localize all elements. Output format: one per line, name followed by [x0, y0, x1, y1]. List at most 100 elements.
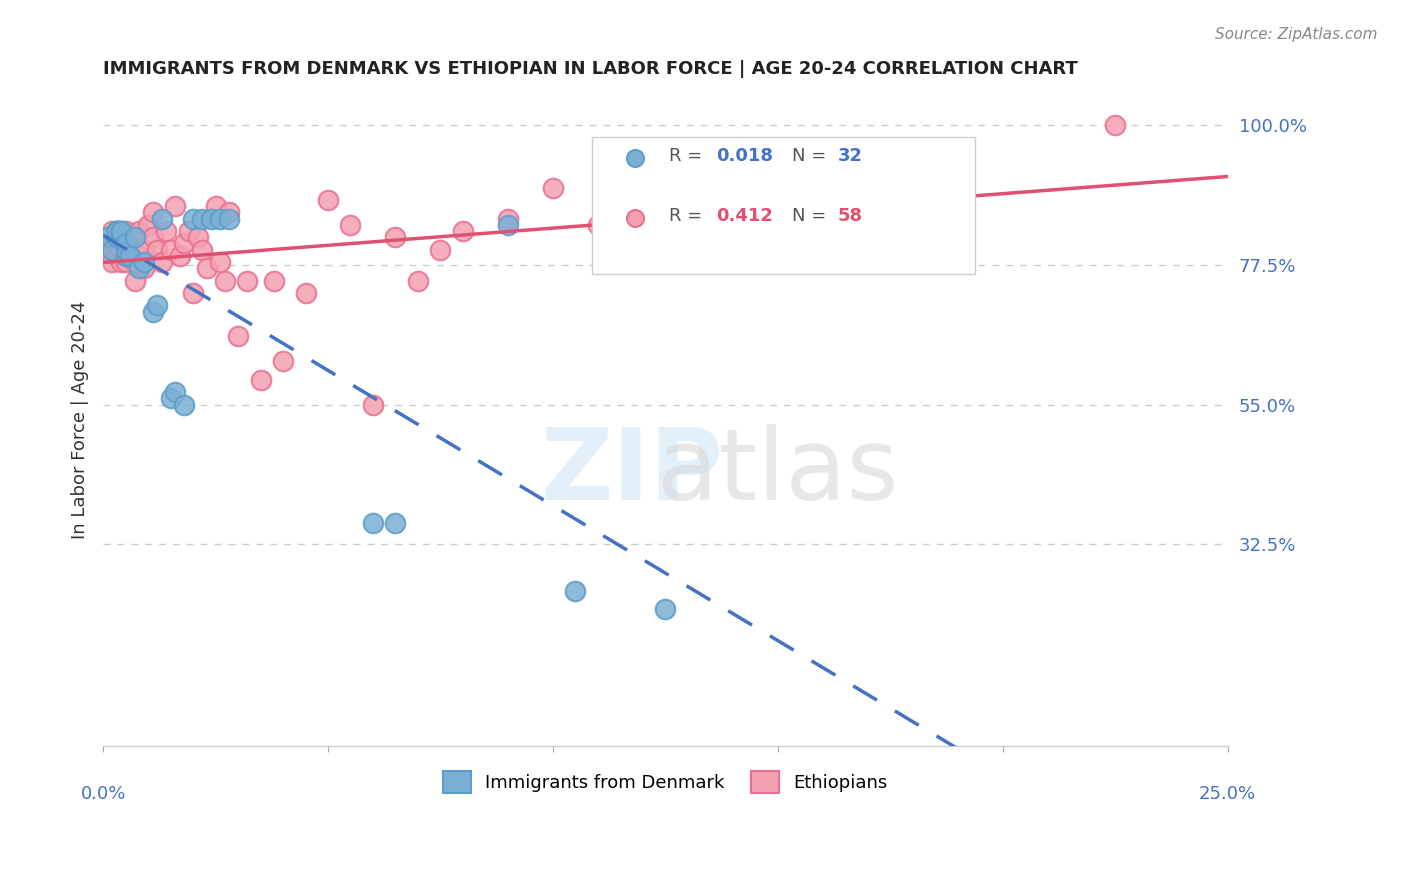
- Point: [142, 205, 165, 219]
- FancyBboxPatch shape: [592, 136, 974, 274]
- Point: [173, 236, 195, 251]
- Text: 32: 32: [838, 147, 862, 165]
- Point: [339, 218, 361, 232]
- Point: [204, 199, 226, 213]
- Text: 58: 58: [838, 207, 862, 226]
- Text: Source: ZipAtlas.com: Source: ZipAtlas.com: [1215, 27, 1378, 42]
- Point: [165, 385, 187, 400]
- Point: [114, 243, 136, 257]
- Point: [406, 274, 429, 288]
- Point: [136, 218, 159, 232]
- Point: [114, 243, 136, 257]
- Y-axis label: In Labor Force | Age 20-24: In Labor Force | Age 20-24: [72, 301, 89, 540]
- Point: [110, 243, 132, 257]
- Point: [384, 230, 406, 244]
- Point: [191, 211, 214, 226]
- Point: [181, 211, 204, 226]
- Point: [110, 230, 132, 244]
- Point: [384, 516, 406, 530]
- Point: [218, 205, 240, 219]
- Point: [169, 249, 191, 263]
- Point: [429, 243, 451, 257]
- Point: [146, 298, 169, 312]
- Point: [120, 249, 142, 263]
- Point: [120, 243, 142, 257]
- Point: [97, 230, 120, 244]
- Point: [105, 236, 128, 251]
- Text: 25.0%: 25.0%: [1199, 785, 1256, 803]
- Legend: Immigrants from Denmark, Ethiopians: Immigrants from Denmark, Ethiopians: [434, 762, 896, 802]
- Text: 0.0%: 0.0%: [80, 785, 125, 803]
- Text: N =: N =: [793, 147, 832, 165]
- Point: [150, 211, 173, 226]
- Text: R =: R =: [669, 207, 707, 226]
- Point: [105, 224, 128, 238]
- Text: IMMIGRANTS FROM DENMARK VS ETHIOPIAN IN LABOR FORCE | AGE 20-24 CORRELATION CHAR: IMMIGRANTS FROM DENMARK VS ETHIOPIAN IN …: [103, 60, 1078, 78]
- Point: [146, 243, 169, 257]
- Point: [181, 285, 204, 300]
- Point: [97, 243, 120, 257]
- Point: [316, 193, 339, 207]
- Point: [209, 255, 232, 269]
- Point: [564, 583, 586, 598]
- Point: [155, 224, 177, 238]
- Point: [110, 255, 132, 269]
- Point: [114, 249, 136, 263]
- Point: [101, 255, 124, 269]
- Point: [676, 255, 699, 269]
- Point: [124, 274, 146, 288]
- Point: [114, 224, 136, 238]
- Point: [541, 180, 564, 194]
- Point: [101, 243, 124, 257]
- Point: [128, 249, 150, 263]
- Point: [294, 285, 316, 300]
- Point: [361, 398, 384, 412]
- Point: [451, 224, 474, 238]
- Point: [105, 224, 128, 238]
- Point: [654, 602, 676, 616]
- Point: [218, 211, 240, 226]
- Point: [105, 249, 128, 263]
- Point: [101, 224, 124, 238]
- Point: [249, 373, 271, 387]
- Point: [142, 230, 165, 244]
- Point: [173, 398, 195, 412]
- Point: [1104, 119, 1126, 133]
- Point: [361, 516, 384, 530]
- Point: [187, 230, 209, 244]
- Point: [114, 236, 136, 251]
- Text: ZIP: ZIP: [540, 424, 723, 521]
- Text: 0.412: 0.412: [716, 207, 773, 226]
- Point: [97, 230, 120, 244]
- Point: [132, 261, 155, 276]
- Point: [165, 199, 187, 213]
- Point: [105, 224, 128, 238]
- Point: [128, 224, 150, 238]
- Point: [110, 224, 132, 238]
- Point: [226, 329, 249, 343]
- Text: R =: R =: [669, 147, 707, 165]
- Point: [150, 255, 173, 269]
- Point: [200, 211, 222, 226]
- Point: [177, 224, 200, 238]
- Point: [586, 218, 609, 232]
- Point: [132, 255, 155, 269]
- Point: [214, 274, 236, 288]
- Point: [271, 354, 294, 368]
- Point: [263, 274, 285, 288]
- Point: [236, 274, 259, 288]
- Point: [105, 230, 128, 244]
- Point: [142, 304, 165, 318]
- Point: [128, 261, 150, 276]
- Text: 0.018: 0.018: [716, 147, 773, 165]
- Point: [209, 211, 232, 226]
- Point: [195, 261, 218, 276]
- Text: atlas: atlas: [657, 424, 898, 521]
- Point: [496, 218, 519, 232]
- Text: N =: N =: [793, 207, 832, 226]
- Point: [114, 255, 136, 269]
- Point: [110, 224, 132, 238]
- Point: [124, 230, 146, 244]
- Point: [132, 243, 155, 257]
- Point: [124, 255, 146, 269]
